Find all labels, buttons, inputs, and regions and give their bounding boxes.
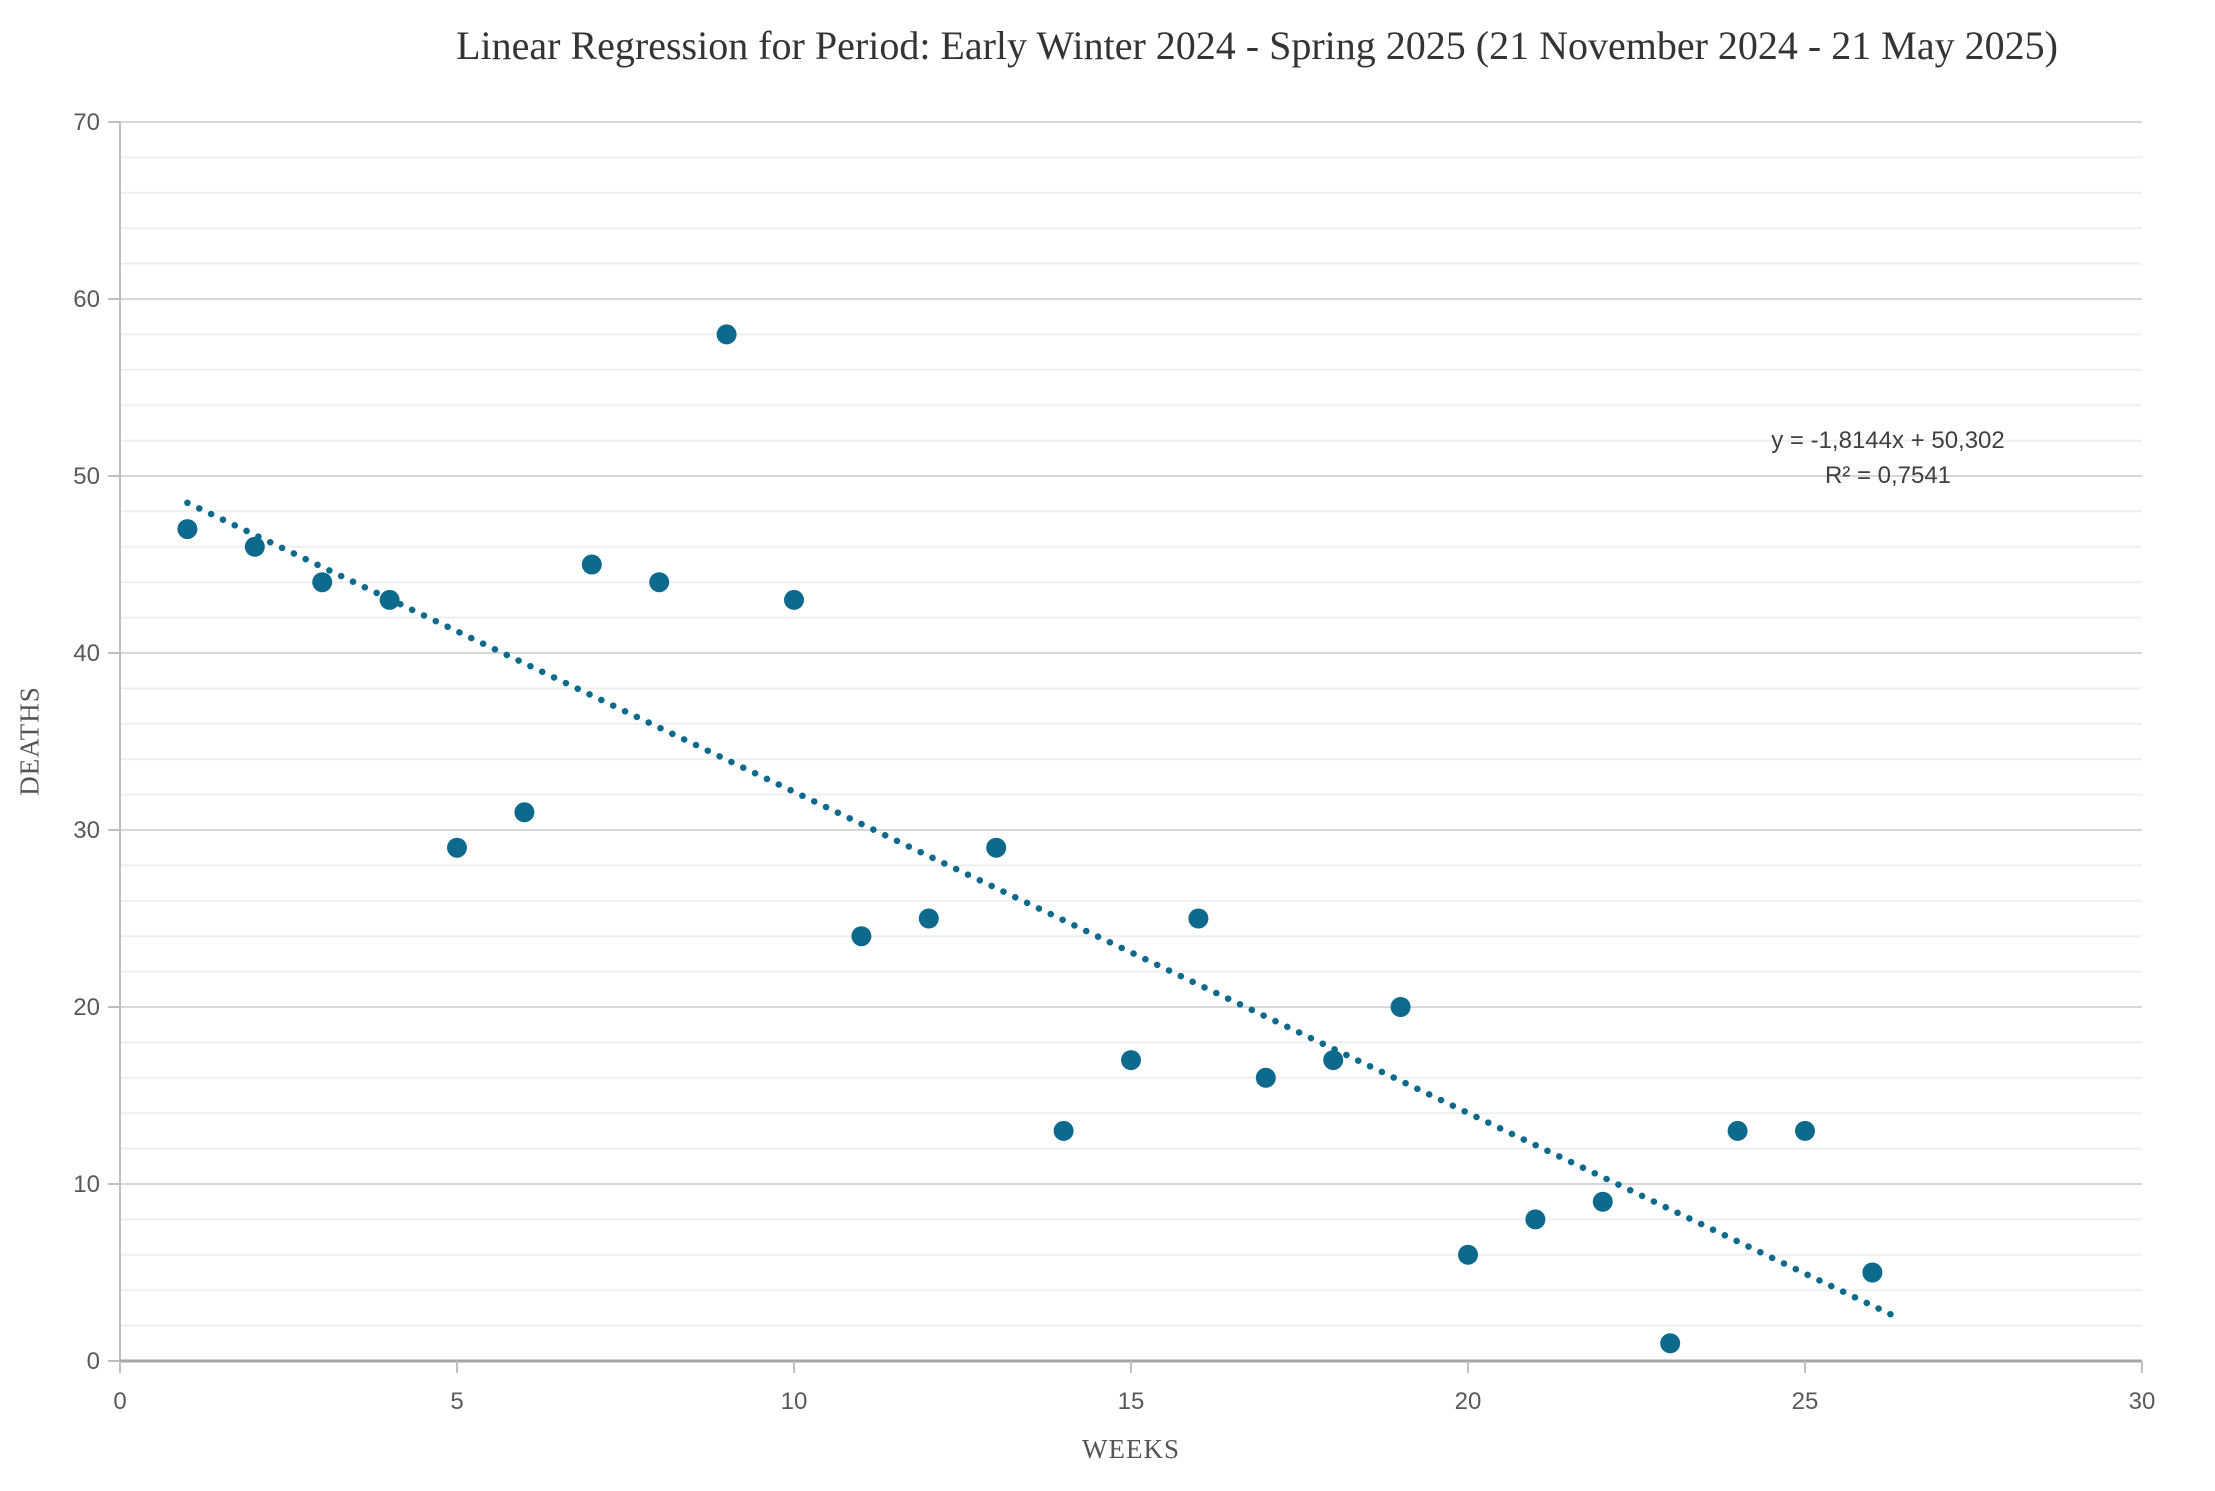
data-point: [447, 837, 467, 858]
data-point: [918, 908, 939, 929]
x-tick-label: 5: [450, 1388, 463, 1415]
data-point: [986, 837, 1007, 858]
x-tick-label: 30: [2129, 1388, 2156, 1415]
y-tick-label: 60: [73, 286, 100, 313]
data-point: [1121, 1050, 1141, 1071]
x-tick-label: 25: [1792, 1388, 1819, 1415]
y-tick-label: 20: [73, 994, 100, 1021]
data-point: [716, 324, 737, 345]
data-point: [514, 802, 535, 823]
data-point: [312, 572, 333, 593]
x-tick-label: 10: [781, 1388, 808, 1415]
data-point: [1390, 997, 1411, 1017]
x-tick-label: 15: [1118, 1388, 1145, 1415]
y-tick-label: 30: [73, 817, 100, 844]
r-squared-line: R² = 0,7541: [1824, 461, 1952, 489]
data-point: [1525, 1209, 1546, 1230]
data-point: [649, 572, 670, 593]
data-point: [379, 589, 400, 610]
data-point: [1255, 1067, 1276, 1088]
trendline-equation: y = -1,8144x + 50,302 R² = 0,7541: [1771, 424, 2005, 494]
data-point: [1188, 908, 1209, 929]
y-axis-title: DEATHS: [14, 686, 45, 796]
x-axis-title: WEEKS: [1082, 1434, 1180, 1464]
equation-line: y = -1,8144x + 50,302: [1771, 427, 2005, 454]
chart-title: Linear Regression for Period: Early Wint…: [456, 23, 2058, 68]
data-point: [851, 926, 872, 947]
y-tick-label: 70: [73, 109, 100, 136]
y-tick-label: 0: [87, 1348, 100, 1375]
data-point: [1727, 1120, 1748, 1141]
x-tick-label: 20: [1455, 1388, 1482, 1415]
data-point: [1862, 1262, 1883, 1283]
data-point: [581, 554, 602, 575]
data-point: [1053, 1120, 1074, 1141]
data-point: [1458, 1244, 1478, 1265]
data-point: [1660, 1333, 1681, 1354]
y-tick-label: 50: [73, 463, 100, 490]
y-tick-label: 40: [73, 640, 100, 667]
data-point: [784, 589, 804, 610]
data-point: [244, 536, 265, 557]
data-point: [1592, 1191, 1613, 1212]
y-tick-label: 10: [73, 1171, 100, 1198]
data-point: [1795, 1120, 1815, 1141]
data-point: [177, 519, 198, 540]
x-tick-label: 0: [113, 1388, 126, 1415]
trendline: [184, 499, 1896, 1319]
data-point: [1323, 1050, 1344, 1071]
